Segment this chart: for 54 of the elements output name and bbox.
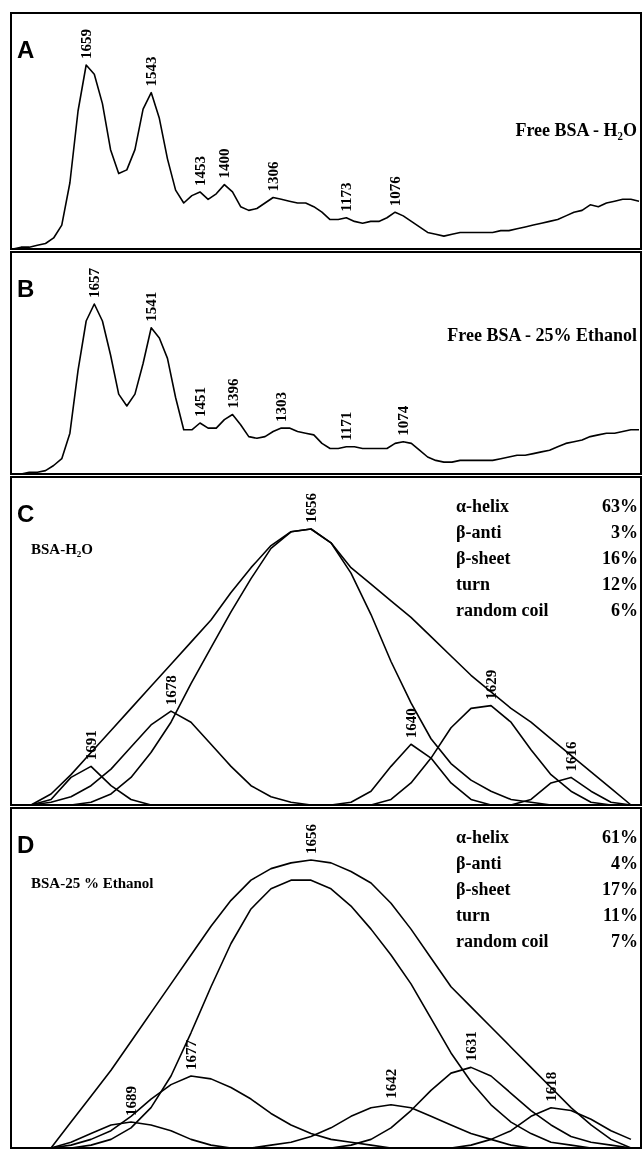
- text: α-helix: [456, 496, 510, 516]
- chart-title: C: [17, 500, 35, 527]
- annotation: 11%: [602, 905, 638, 925]
- annotation: β-sheet: [456, 548, 511, 568]
- annotation: 7%: [611, 931, 638, 951]
- annotation: 1659: [78, 29, 95, 59]
- annotation: BSA-25 % Ethanol: [31, 874, 154, 891]
- annotation: 1453: [191, 155, 208, 186]
- annotation: 4%: [611, 853, 638, 873]
- annotation: 16%: [602, 548, 638, 568]
- annotation: 1400: [216, 148, 233, 179]
- annotation: 12%: [602, 574, 638, 594]
- annotation: 3%: [611, 522, 638, 542]
- annotation: 17%: [602, 879, 638, 899]
- chart-title: D: [17, 831, 35, 858]
- annotation: turn: [456, 574, 491, 594]
- annotation: 1541: [143, 291, 160, 322]
- annotation: 6%: [611, 600, 638, 620]
- text: 61%: [602, 827, 638, 847]
- annotation: 1306: [265, 160, 282, 192]
- annotation: 1173: [338, 182, 355, 212]
- annotation: random coil: [456, 600, 549, 620]
- annotation: 1303: [273, 392, 290, 423]
- annotation: 1640: [403, 708, 419, 739]
- chart-title: B: [17, 275, 35, 302]
- annotation: random coil: [456, 931, 549, 951]
- annotation: 1543: [143, 56, 160, 87]
- annotation: 1657: [86, 267, 103, 298]
- annotation: 1076: [387, 175, 404, 207]
- annotation: 1677: [183, 1039, 199, 1070]
- annotation: Free BSA - H₂O: [515, 120, 637, 140]
- annotation: 1618: [543, 1071, 559, 1102]
- annotation: 1631: [463, 1031, 479, 1062]
- annotation: 1171: [338, 411, 355, 441]
- annotation: β-anti: [456, 853, 502, 873]
- annotation: turn: [456, 905, 491, 925]
- annotation: 1691: [83, 730, 99, 761]
- annotation: 1656: [303, 823, 319, 854]
- annotation: 1689: [123, 1086, 139, 1117]
- annotation: BSA-H₂O: [31, 541, 94, 558]
- annotation: 1656: [303, 492, 319, 523]
- annotation: β-sheet: [456, 879, 511, 899]
- annotation: 1616: [563, 740, 579, 772]
- annotation: 1642: [383, 1068, 399, 1099]
- annotation: 1451: [191, 387, 208, 417]
- annotation: 1678: [163, 675, 179, 706]
- text: α-helix: [456, 827, 510, 847]
- chart-title: A: [17, 36, 35, 63]
- annotation: β-anti: [456, 522, 502, 542]
- annotation: 1396: [224, 378, 241, 409]
- text: 63%: [602, 496, 638, 516]
- annotation: 1629: [483, 669, 499, 700]
- annotation: 1074: [395, 405, 412, 436]
- annotation: Free BSA - 25% Ethanol: [447, 325, 637, 346]
